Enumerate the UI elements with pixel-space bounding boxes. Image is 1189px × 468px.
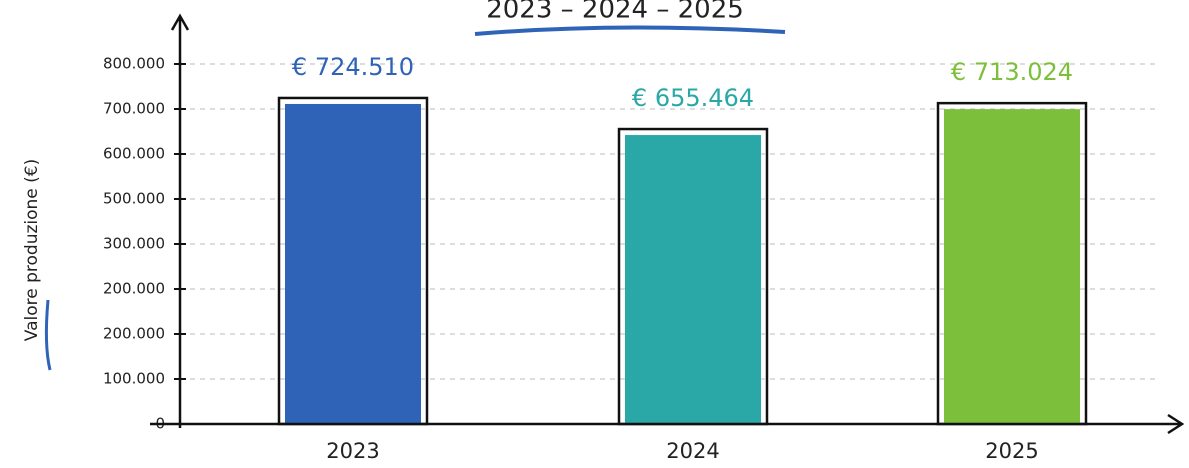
bar-outline (936, 101, 1088, 426)
label-stroke (44, 299, 52, 371)
x-tick-label: 2025 (985, 439, 1038, 463)
y-tick-label: 800.000 (103, 55, 165, 73)
bar (625, 135, 761, 424)
y-tick-label: 200.000 (103, 325, 165, 343)
y-tick-label: 500.000 (103, 190, 165, 208)
y-tick-label: 700.000 (103, 100, 165, 118)
value-label: € 713.024 (951, 58, 1073, 86)
y-axis (170, 13, 190, 428)
bar (285, 103, 421, 425)
y-tick-label: 600.000 (103, 145, 165, 163)
x-tick-label: 2023 (326, 439, 379, 463)
y-tick-label: 200.000 (103, 280, 165, 298)
bar-outline (617, 127, 769, 426)
y-tick-label: 300.000 (103, 235, 165, 253)
title-underline (474, 25, 786, 36)
y-tick-label: 100.000 (103, 370, 165, 388)
bar (944, 109, 1080, 425)
x-tick-label: 2024 (666, 439, 719, 463)
bar-outline (277, 96, 429, 426)
y-axis-label: Valore produzione (€) (22, 159, 42, 341)
value-label: € 724.510 (292, 53, 414, 81)
value-label: € 655.464 (632, 84, 754, 112)
chart-title: 2023 – 2024 – 2025 (486, 0, 744, 25)
